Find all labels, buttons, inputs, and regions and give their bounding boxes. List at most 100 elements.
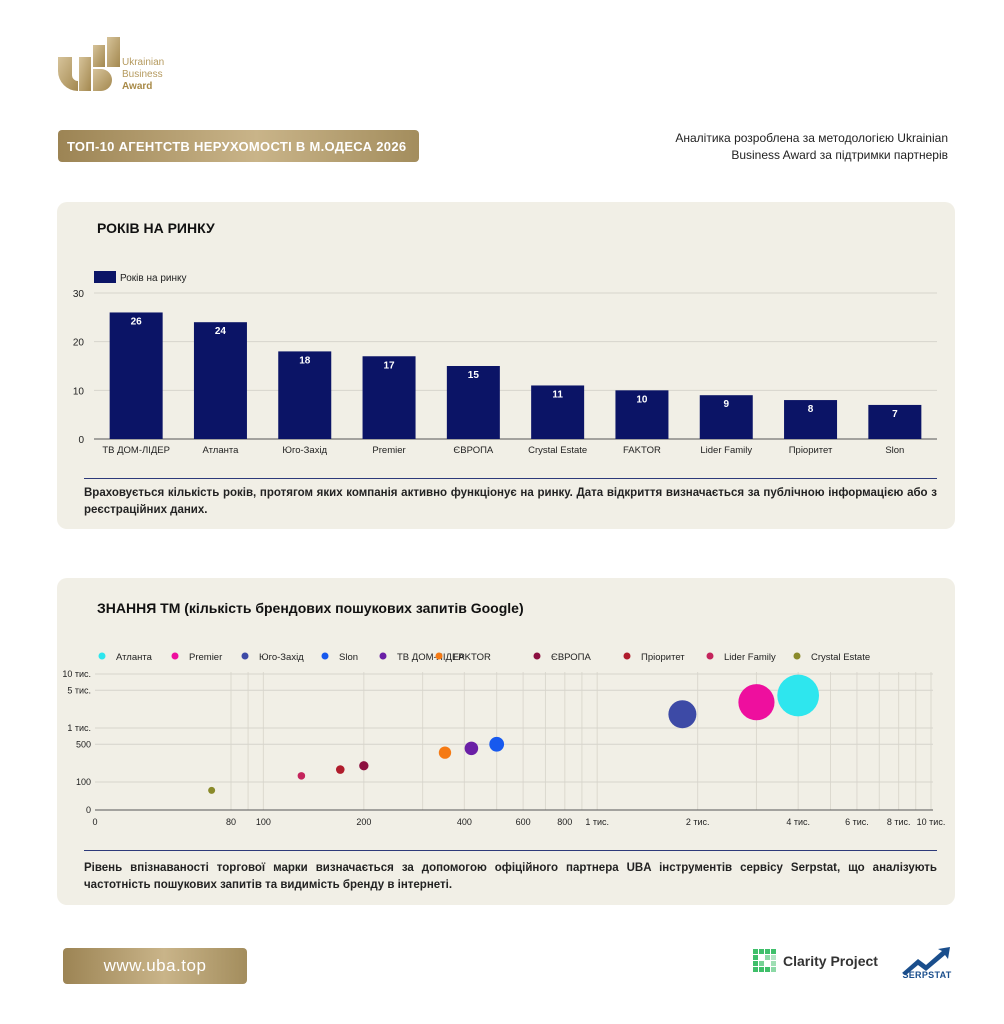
bar [446, 366, 500, 439]
page-title-banner: ТОП-10 АГЕНТСТВ НЕРУХОМОСТІ В М.ОДЕСА 20… [58, 130, 419, 162]
bar-value-label: 10 [636, 394, 648, 405]
clarity-project-label: Clarity Project [783, 953, 878, 969]
legend-label: Років на ринку [120, 273, 187, 284]
x-tick-label: 6 тис. [845, 817, 869, 827]
x-tick-label: 400 [457, 817, 472, 827]
serpstat-label: SERPSTAT [902, 970, 952, 980]
x-tick-label: 4 тис. [786, 817, 810, 827]
methodology-text: Аналітика розроблена за методологією Ukr… [675, 131, 948, 162]
bar [784, 400, 838, 439]
bubble [777, 674, 820, 717]
y-tick-label: 0 [86, 805, 91, 815]
bar [615, 390, 669, 439]
bar-value-label: 8 [808, 404, 814, 415]
bubble [438, 746, 452, 759]
x-tick-label: FAKTOR [623, 445, 661, 456]
bar [109, 312, 163, 439]
y-tick-label: 10 тис. [62, 669, 91, 679]
bar-value-label: 9 [723, 399, 729, 410]
bar-value-label: 7 [892, 409, 898, 420]
x-tick-label: 10 тис. [917, 817, 946, 827]
bar-value-label: 17 [383, 360, 395, 371]
legend-label: Crystal Estate [811, 652, 870, 663]
awareness-chart-note: Рівень впізнаваності торгової марки визн… [84, 862, 937, 891]
bubble [297, 772, 306, 780]
y-tick-label: 30 [73, 289, 85, 300]
x-tick-label: Slon [885, 445, 904, 456]
x-tick-label: 800 [557, 817, 572, 827]
logo-line-1: Ukrainian [122, 57, 165, 68]
bar-value-label: 11 [552, 389, 563, 400]
x-tick-label: ТВ ДОМ-ЛІДЕР [102, 445, 170, 456]
y-tick-label: 0 [78, 435, 84, 446]
legend-marker [379, 652, 387, 660]
bubble [668, 700, 697, 729]
website-link[interactable]: www.uba.top [63, 948, 247, 984]
serpstat-logo-icon [902, 947, 950, 975]
years-on-market-card: РОКІВ НА РИНКУ Років на ринку 0 10 20 30 26 ТВ… [57, 202, 955, 529]
x-tick-label: 0 [92, 817, 97, 827]
y-tick-label: 5 тис. [67, 685, 91, 695]
legend-marker [241, 652, 249, 660]
legend-label: ТВ ДОМ-ЛІДЕР [397, 652, 465, 663]
bar-value-label: 26 [131, 316, 143, 327]
clarity-grid-icon [753, 949, 776, 972]
legend-label: Lider Family [724, 652, 776, 663]
card2-divider [84, 850, 937, 851]
bar [868, 404, 922, 439]
clarity-project-logo: Clarity Project [753, 948, 878, 974]
x-tick-label: 600 [516, 817, 531, 827]
legend-label: ЄВРОПА [551, 652, 592, 663]
bar [531, 385, 585, 439]
awareness-chart-title: ЗНАННЯ ТМ (кількість брендових пошукових… [97, 600, 524, 616]
y-tick-label: 20 [73, 338, 85, 349]
x-tick-label: Атланта [203, 445, 240, 456]
x-tick-label: Юго-Захід [282, 445, 327, 456]
x-tick-label: Crystal Estate [528, 445, 587, 456]
x-tick-label: 100 [256, 817, 271, 827]
bar [193, 322, 247, 439]
bubble [464, 741, 479, 756]
x-tick-label: 200 [356, 817, 371, 827]
y-tick-label: 10 [73, 386, 85, 397]
brand-awareness-card: ЗНАННЯ ТМ (кількість брендових пошукових… [57, 578, 955, 905]
bubble [738, 684, 775, 721]
years-bar-chart: Років на ринку 0 10 20 30 26 ТВ ДОМ-ЛІДЕР 24 Атл… [73, 271, 937, 456]
logo-line-2: Business [122, 69, 163, 80]
bar-value-label: 24 [215, 326, 227, 337]
legend-label: Юго-Захід [259, 652, 304, 663]
bubble [335, 765, 345, 774]
legend-label: Пріоритет [641, 652, 685, 663]
x-tick-label: Lider Family [700, 445, 752, 456]
card1-divider [84, 478, 937, 479]
bar [699, 395, 753, 439]
awareness-bubble-chart: Атланта Premier Юго-Захід Slon ТВ ДОМ-ЛІДЕРF… [62, 652, 946, 827]
legend-marker [533, 652, 541, 660]
x-tick-label: ЄВРОПА [453, 445, 494, 456]
legend-marker [171, 652, 179, 660]
bar-value-label: 15 [468, 370, 480, 381]
legend-label: Premier [189, 652, 222, 663]
legend-swatch [94, 271, 116, 283]
legend-marker [623, 652, 631, 660]
legend-marker [321, 652, 329, 660]
legend-label: FAKTOR [453, 652, 491, 663]
bubble [359, 761, 369, 771]
y-tick-label: 1 тис. [67, 723, 91, 733]
logo-line-3: Award [122, 81, 153, 92]
legend-marker [706, 652, 714, 660]
y-tick-label: 500 [76, 739, 91, 749]
x-tick-label: Premier [372, 445, 405, 456]
y-tick-label: 100 [76, 777, 91, 787]
uba-logo [58, 37, 120, 91]
legend-marker [98, 652, 106, 660]
years-chart-note: Враховується кількість років, протягом я… [84, 487, 937, 516]
legend-marker [435, 652, 443, 660]
bar [362, 356, 416, 439]
bubble [208, 786, 216, 794]
x-tick-label: 80 [226, 817, 236, 827]
x-tick-label: 8 тис. [887, 817, 911, 827]
x-tick-label: 2 тис. [686, 817, 710, 827]
x-tick-label: Пріоритет [789, 445, 833, 456]
legend-label: Атланта [116, 652, 153, 663]
